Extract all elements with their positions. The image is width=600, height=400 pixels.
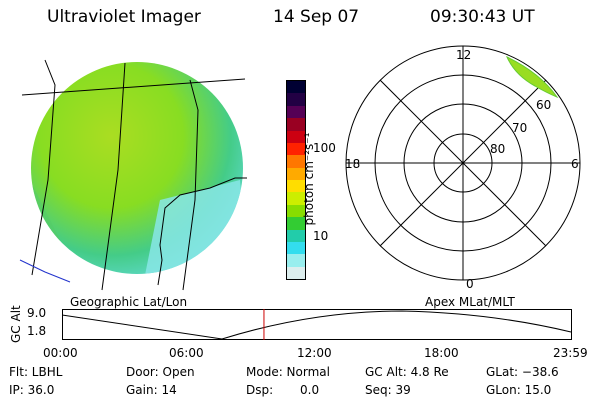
colorbar-segment <box>287 167 305 180</box>
gc-alt-info: GC Alt: 4.8 Re <box>365 365 449 379</box>
mode-info: Mode: Normal <box>246 365 330 379</box>
plot-frame <box>62 309 572 340</box>
mlt-label-18: 18 <box>345 157 360 171</box>
right-panel-label: Apex MLat/MLT <box>425 295 515 309</box>
geographic-grid <box>21 59 247 291</box>
color-scale-bar <box>286 80 306 280</box>
colorbar-segment <box>287 180 305 193</box>
grid-line <box>101 62 126 291</box>
colorbar-segment <box>287 142 305 156</box>
grid-line <box>31 59 56 276</box>
filter-info: Flt: LBHL <box>9 365 63 379</box>
door-info: Door: Open <box>126 365 195 379</box>
colorbar-segment <box>287 81 305 94</box>
aurora-oval-segment <box>505 55 559 99</box>
terminator-line <box>157 177 247 286</box>
colorbar-segment <box>287 118 305 131</box>
time-label: 09:30:43 UT <box>430 7 535 27</box>
colorbar-unit-label: photon cm⁻²s⁻¹ <box>302 132 316 226</box>
timeline-x-tick-1800: 18:00 <box>424 346 459 360</box>
grid-line <box>21 78 246 96</box>
colorbar-segment <box>287 93 305 106</box>
timeline-x-tick-0000: 00:00 <box>43 346 78 360</box>
lat-label-60: 60 <box>536 98 551 112</box>
timeline-y-tick-bottom: 1.8 <box>27 324 47 338</box>
timeline-y-tick-top: 9.0 <box>27 306 47 320</box>
date-label: 14 Sep 07 <box>273 7 360 27</box>
dsp-label: Dsp: <box>246 383 274 397</box>
mlt-label-12: 12 <box>456 48 471 62</box>
ip-info: IP: 36.0 <box>9 383 55 397</box>
colorbar-tick-100: 100 <box>313 141 336 155</box>
timeline-x-tick-1200: 12:00 <box>297 346 332 360</box>
uvi-image <box>19 59 247 291</box>
coastline <box>19 259 71 283</box>
glon-info: GLon: 15.0 <box>486 383 552 397</box>
grid-line <box>182 79 199 291</box>
seq-info: Seq: 39 <box>365 383 411 397</box>
left-panel-label: Geographic Lat/Lon <box>70 295 188 309</box>
lat-label-70: 70 <box>512 121 527 135</box>
timeline-x-tick-0600: 06:00 <box>169 346 204 360</box>
colorbar-segment <box>287 105 305 119</box>
colorbar-segment <box>287 130 305 143</box>
altitude-curve <box>62 310 572 340</box>
colorbar-segment <box>287 241 305 255</box>
gain-info: Gain: 14 <box>126 383 177 397</box>
instrument-title: Ultraviolet Imager <box>47 7 201 27</box>
dsp-value: 0.0 <box>300 383 320 397</box>
polar-plot: 12 18 6 0 60 70 80 <box>345 45 581 291</box>
lat-label-80: 80 <box>490 142 505 156</box>
orbit-altitude-plot <box>62 309 572 340</box>
colorbar-tick-10: 10 <box>313 229 329 243</box>
colorbar-segment <box>287 217 305 230</box>
diagonal-line <box>379 79 547 247</box>
glat-info: GLat: −38.6 <box>486 365 559 379</box>
mlt-label-6: 6 <box>571 157 579 171</box>
colorbar-segment <box>287 254 305 267</box>
colorbar-segment <box>287 229 305 242</box>
timeline-x-tick-2359: 23:59 <box>553 346 588 360</box>
colorbar-segment <box>287 155 305 168</box>
colorbar-segment <box>287 204 305 218</box>
mlt-label-0: 0 <box>466 277 474 291</box>
colorbar-segment <box>287 266 305 279</box>
colorbar-segment <box>287 192 305 205</box>
